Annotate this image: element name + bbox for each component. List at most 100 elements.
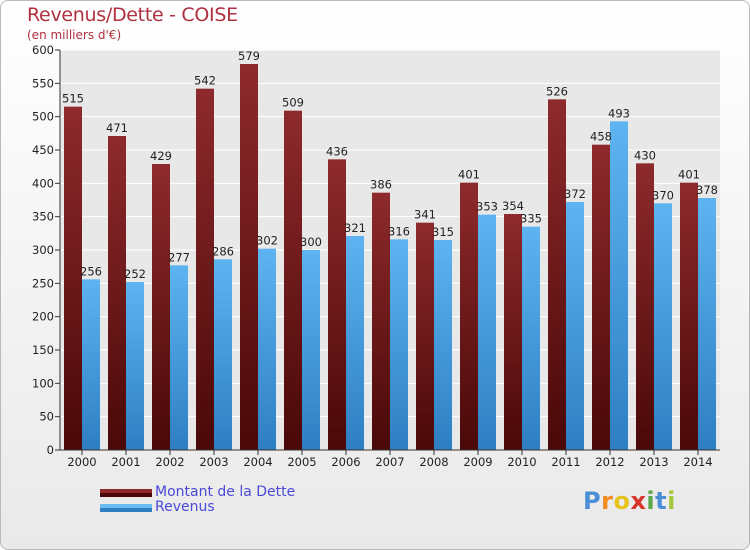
- data-label-dette: 430: [634, 148, 656, 162]
- x-tick-label: 2009: [463, 455, 492, 469]
- bar-revenus: [478, 214, 496, 450]
- bar-dette: [636, 163, 654, 451]
- x-tick-label: 2002: [155, 455, 184, 469]
- x-tick-label: 2008: [419, 455, 448, 469]
- x-tick-label: 2007: [375, 455, 404, 469]
- data-label-revenus: 316: [388, 224, 410, 238]
- x-tick-label: 2014: [683, 455, 712, 469]
- data-label-dette: 354: [502, 199, 524, 213]
- data-label-dette: 526: [546, 84, 568, 98]
- bar-dette: [680, 182, 698, 450]
- y-tick-label: 100: [32, 376, 54, 390]
- bar-revenus: [566, 202, 584, 450]
- data-label-dette: 401: [458, 168, 480, 182]
- bar-dette: [152, 164, 170, 450]
- bar-dette: [504, 214, 522, 450]
- bar-revenus: [610, 121, 628, 450]
- y-tick-label: 300: [32, 243, 54, 257]
- bar-dette: [108, 136, 126, 450]
- data-label-revenus: 286: [212, 244, 234, 258]
- bar-revenus: [522, 226, 540, 450]
- y-tick-label: 150: [32, 343, 54, 357]
- data-label-revenus: 252: [124, 267, 146, 281]
- proxiti-logo: Proxiti: [583, 487, 676, 515]
- bar-revenus: [346, 236, 364, 450]
- x-tick-label: 2006: [331, 455, 360, 469]
- legend-swatch-revenus: [100, 504, 152, 512]
- bar-revenus: [126, 282, 144, 450]
- data-label-revenus: 302: [256, 234, 278, 248]
- x-tick-label: 2000: [67, 455, 96, 469]
- logo-letter: P: [583, 487, 602, 515]
- logo-letter: x: [630, 487, 647, 515]
- y-tick-label: 450: [32, 143, 54, 157]
- x-tick-label: 2013: [639, 455, 668, 469]
- bar-revenus: [390, 239, 408, 450]
- x-tick-label: 2004: [243, 455, 272, 469]
- bar-revenus: [82, 279, 100, 450]
- data-label-revenus: 277: [168, 250, 190, 264]
- bar-dette: [416, 222, 434, 450]
- data-label-revenus: 321: [344, 221, 366, 235]
- logo-letter: t: [655, 487, 668, 515]
- chart-subtitle: (en milliers d'€): [27, 28, 122, 42]
- data-label-dette: 542: [194, 74, 216, 88]
- bar-dette: [64, 106, 82, 451]
- data-label-revenus: 256: [80, 264, 102, 278]
- x-tick-label: 2011: [551, 455, 580, 469]
- data-label-revenus: 378: [696, 183, 718, 197]
- y-tick-label: 400: [32, 176, 54, 190]
- logo-letter: i: [646, 487, 656, 515]
- y-tick-label: 0: [47, 443, 54, 457]
- data-label-revenus: 315: [432, 225, 454, 239]
- data-label-dette: 471: [106, 121, 128, 135]
- logo-letter: o: [613, 487, 631, 515]
- data-label-dette: 436: [326, 144, 348, 158]
- bar-dette: [328, 159, 346, 451]
- bar-dette: [460, 182, 478, 450]
- axes: 0 50 100 150 200 250 300 350 400 450 500 550 600 2000…: [32, 43, 720, 469]
- bar-dette: [240, 64, 258, 450]
- logo-letter: i: [667, 487, 676, 515]
- x-tick-label: 2001: [111, 455, 140, 469]
- y-tick-label: 250: [32, 276, 54, 290]
- bar-revenus: [214, 259, 232, 450]
- y-tick-label: 600: [32, 43, 54, 57]
- bars: [64, 64, 716, 451]
- data-label-dette: 341: [414, 208, 436, 222]
- x-tick-label: 2005: [287, 455, 316, 469]
- data-label-dette: 429: [150, 149, 172, 163]
- data-label-dette: 509: [282, 96, 304, 110]
- x-tick-label: 2010: [507, 455, 536, 469]
- y-tick-label: 350: [32, 210, 54, 224]
- y-tick-label: 500: [32, 110, 54, 124]
- bar-revenus: [302, 250, 320, 450]
- legend-swatch-dette: [100, 489, 152, 497]
- data-label-dette: 515: [62, 92, 84, 106]
- bar-dette: [548, 99, 566, 450]
- data-labels: 515 256 471 252 429 277 542 286 579 302 509 300 436 3…: [62, 49, 718, 281]
- data-label-revenus: 300: [300, 235, 322, 249]
- legend-label-revenus: Revenus: [155, 499, 215, 515]
- bar-revenus: [170, 265, 188, 450]
- data-label-revenus: 335: [520, 212, 542, 226]
- data-label-revenus: 370: [652, 188, 674, 202]
- legend-label-dette: Montant de la Dette: [155, 484, 296, 500]
- bar-dette: [284, 110, 302, 451]
- y-tick-label: 200: [32, 310, 54, 324]
- chart-title: Revenus/Dette - COISE: [27, 4, 238, 26]
- bar-revenus: [698, 198, 716, 450]
- data-label-dette: 579: [238, 49, 260, 63]
- bar-revenus: [258, 248, 276, 450]
- data-label-dette: 401: [678, 168, 700, 182]
- logo-letter: r: [601, 487, 614, 515]
- data-label-revenus: 353: [476, 200, 498, 214]
- bar-revenus: [434, 240, 452, 450]
- data-label-dette: 458: [590, 130, 612, 144]
- data-label-dette: 386: [370, 178, 392, 192]
- bar-dette: [196, 88, 214, 451]
- data-label-revenus: 493: [608, 106, 630, 120]
- y-tick-label: 550: [32, 76, 54, 90]
- data-label-revenus: 372: [564, 187, 586, 201]
